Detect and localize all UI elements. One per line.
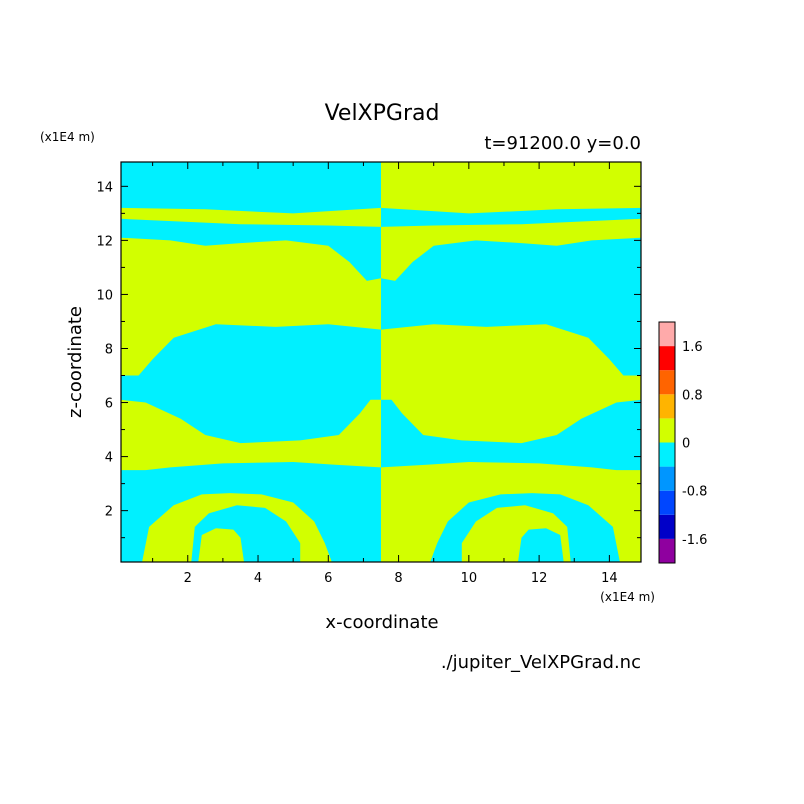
- colorbar-segment: [659, 538, 675, 563]
- x-axis: 2 4 6 8 10 12 14: [152, 162, 618, 586]
- y-tick-label: 8: [105, 342, 113, 357]
- contour-region-left-1: [121, 207, 381, 227]
- colorbar-segment: [659, 466, 675, 491]
- y-axis: 2 4 6 8 10 12 14: [96, 180, 641, 539]
- chart-title: VelXPGrad: [325, 101, 440, 126]
- x-tick-label: 12: [531, 571, 548, 586]
- colorbar-segment: [659, 418, 675, 443]
- contour-region-right-3: [430, 493, 620, 562]
- colorbar-segment: [659, 490, 675, 515]
- colorbar-segment: [659, 514, 675, 539]
- plot-area: [120, 161, 642, 563]
- colorbar-segment: [659, 442, 675, 467]
- contour-region-left-2: [121, 399, 381, 471]
- colorbar-tick-label: 0: [682, 437, 690, 452]
- y-tick-label: 10: [96, 288, 113, 303]
- contour-region-right-0: [381, 237, 641, 376]
- colorbar-tick-label: -1.6: [682, 533, 707, 548]
- chart-subtitle: t=91200.0 y=0.0: [484, 133, 641, 154]
- y-axis-label: z-coordinate: [65, 306, 86, 418]
- contour-region-right-4: [518, 528, 564, 562]
- x-tick-label: 8: [394, 571, 402, 586]
- colorbar-segment: [659, 394, 675, 419]
- y-tick-label: 4: [105, 451, 113, 466]
- colorbar-segment: [659, 322, 675, 347]
- x-unit-label: (x1E4 m): [600, 590, 655, 604]
- y-unit-label: (x1E4 m): [40, 130, 95, 144]
- colorbar-tick-label: 0.8: [682, 388, 703, 403]
- colorbar-segment: [659, 370, 675, 395]
- colorbar: 1.6 0.8 0 -0.8 -1.6: [658, 321, 707, 564]
- contour-region-right-2: [381, 399, 641, 471]
- colorbar-tick-label: 1.6: [682, 340, 703, 355]
- x-tick-label: 4: [254, 571, 262, 586]
- x-tick-label: 2: [184, 571, 192, 586]
- contour-region-left-3: [142, 493, 332, 562]
- contour-region-left-0: [121, 237, 381, 376]
- contour-region-left-4: [198, 528, 244, 562]
- y-tick-label: 2: [105, 505, 113, 520]
- colorbar-segment: [659, 346, 675, 371]
- colorbar-tick-label: -0.8: [682, 485, 707, 500]
- y-tick-label: 14: [96, 180, 113, 195]
- contour-region-right-1: [381, 207, 641, 227]
- x-tick-label: 6: [324, 571, 332, 586]
- x-axis-label: x-coordinate: [325, 612, 438, 633]
- source-file-label: ./jupiter_VelXPGrad.nc: [441, 652, 641, 673]
- x-tick-label: 10: [461, 571, 478, 586]
- y-tick-label: 12: [96, 234, 113, 249]
- colorbar-frame: [658, 321, 676, 564]
- plot-frame: [120, 161, 642, 563]
- y-tick-label: 6: [105, 397, 113, 412]
- x-tick-label: 14: [601, 571, 618, 586]
